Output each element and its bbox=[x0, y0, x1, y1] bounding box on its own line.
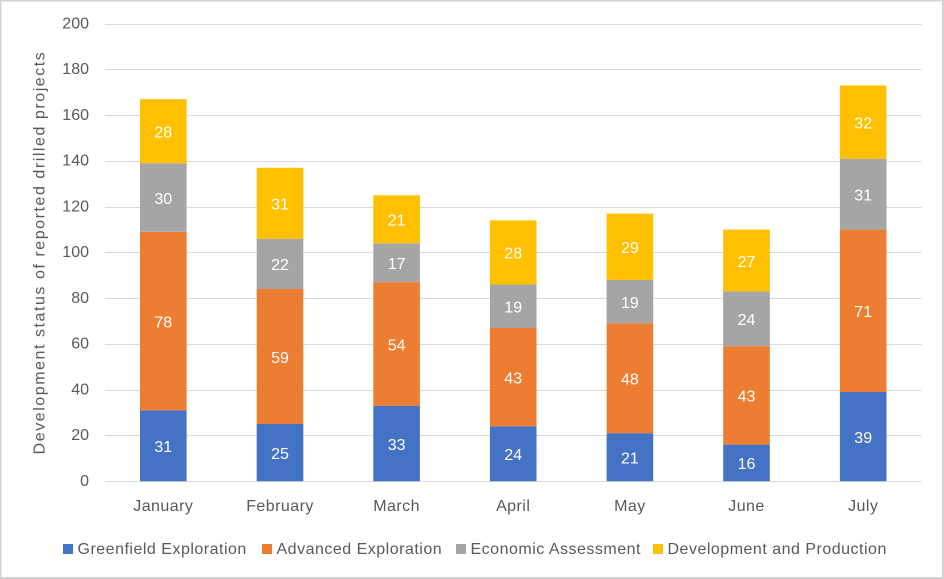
svg-text:140: 140 bbox=[62, 153, 89, 170]
svg-text:19: 19 bbox=[504, 300, 522, 317]
svg-text:February: February bbox=[246, 498, 314, 515]
svg-text:32: 32 bbox=[854, 115, 872, 132]
svg-text:28: 28 bbox=[504, 246, 522, 263]
svg-text:21: 21 bbox=[388, 213, 406, 230]
svg-text:Development and Production: Development and Production bbox=[668, 541, 887, 558]
svg-text:39: 39 bbox=[854, 430, 872, 447]
svg-text:July: July bbox=[848, 498, 878, 515]
svg-text:31: 31 bbox=[154, 439, 172, 456]
svg-text:200: 200 bbox=[62, 15, 89, 32]
svg-text:43: 43 bbox=[738, 389, 756, 406]
svg-text:71: 71 bbox=[854, 304, 872, 321]
svg-text:54: 54 bbox=[388, 337, 406, 354]
svg-text:May: May bbox=[614, 498, 646, 515]
svg-text:48: 48 bbox=[621, 372, 639, 389]
svg-text:21: 21 bbox=[621, 451, 639, 468]
svg-text:Economic Assessment: Economic Assessment bbox=[471, 541, 642, 558]
svg-text:29: 29 bbox=[621, 240, 639, 257]
svg-text:Development status of reported: Development status of reported drilled p… bbox=[32, 51, 49, 455]
svg-text:28: 28 bbox=[154, 125, 172, 142]
svg-text:0: 0 bbox=[80, 473, 89, 490]
svg-text:120: 120 bbox=[62, 198, 89, 215]
svg-text:24: 24 bbox=[738, 312, 756, 329]
svg-text:31: 31 bbox=[271, 197, 289, 214]
svg-text:30: 30 bbox=[154, 191, 172, 208]
svg-text:Advanced Exploration: Advanced Exploration bbox=[277, 541, 443, 558]
svg-text:160: 160 bbox=[62, 107, 89, 124]
svg-text:January: January bbox=[133, 498, 193, 515]
svg-text:80: 80 bbox=[71, 290, 89, 307]
svg-text:60: 60 bbox=[71, 336, 89, 353]
svg-text:31: 31 bbox=[854, 187, 872, 204]
svg-text:33: 33 bbox=[388, 437, 406, 454]
svg-text:59: 59 bbox=[271, 350, 289, 367]
svg-text:Greenfield Exploration: Greenfield Exploration bbox=[78, 541, 247, 558]
svg-text:100: 100 bbox=[62, 244, 89, 261]
svg-text:19: 19 bbox=[621, 295, 639, 312]
svg-text:June: June bbox=[728, 498, 765, 515]
svg-text:24: 24 bbox=[504, 447, 522, 464]
svg-text:17: 17 bbox=[388, 256, 406, 273]
svg-text:78: 78 bbox=[154, 314, 172, 331]
svg-text:43: 43 bbox=[504, 370, 522, 387]
svg-text:25: 25 bbox=[271, 446, 289, 463]
svg-text:180: 180 bbox=[62, 61, 89, 78]
svg-text:April: April bbox=[496, 498, 530, 515]
svg-text:March: March bbox=[373, 498, 420, 515]
svg-text:20: 20 bbox=[71, 427, 89, 444]
svg-text:27: 27 bbox=[738, 254, 756, 271]
svg-text:16: 16 bbox=[738, 456, 756, 473]
svg-text:22: 22 bbox=[271, 257, 289, 274]
svg-text:40: 40 bbox=[71, 381, 89, 398]
